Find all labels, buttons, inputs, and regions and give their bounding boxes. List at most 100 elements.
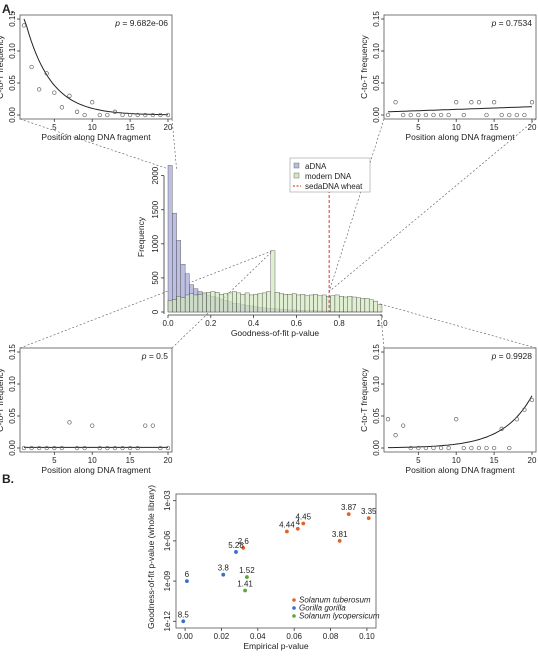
histogram-bar <box>180 297 186 313</box>
x-tick-label: 0.10 <box>359 632 375 641</box>
plot-frame <box>383 14 537 120</box>
data-point <box>29 64 34 70</box>
x-tick-label: 15 <box>490 456 499 465</box>
legend-entry: aDNA <box>305 162 327 171</box>
data-point <box>52 445 57 451</box>
connector-line <box>328 118 385 292</box>
zoom-connectors <box>19 118 537 349</box>
data-label: 8.5 <box>178 610 190 619</box>
data-point <box>385 417 391 422</box>
data-point <box>67 93 72 98</box>
histogram-bar <box>172 299 177 313</box>
data-point <box>446 445 451 451</box>
data-label: 2.6 <box>238 537 250 546</box>
p-value-annotation: p = 0.9928 <box>491 351 533 361</box>
x-tick-label: 20 <box>528 123 537 132</box>
data-label: 4.45 <box>295 512 311 521</box>
y-tick-label: 0.10 <box>372 43 381 59</box>
data-point <box>67 420 72 425</box>
p-value-annotation: p = 0.5 <box>141 351 169 361</box>
data-point <box>243 588 247 593</box>
data-point <box>401 112 406 118</box>
histogram-bar <box>223 293 229 313</box>
legend-swatch <box>293 172 300 179</box>
y-axis-label: C-to-T frequency <box>359 34 369 98</box>
histogram-bar <box>291 293 297 313</box>
histogram-bar <box>274 292 280 313</box>
histogram-bar <box>368 299 374 313</box>
y-axis-label: Frequency <box>136 216 146 257</box>
panel-label-b: B. <box>2 472 14 486</box>
p-value-annotation: p = 9.682e-06 <box>114 18 168 28</box>
data-point <box>97 112 102 118</box>
histogram-bar <box>283 294 289 313</box>
histogram-bar <box>317 295 323 313</box>
histogram-bar <box>364 298 370 313</box>
histogram-bar <box>240 294 246 313</box>
data-point <box>431 445 436 451</box>
y-tick-label: 0.05 <box>8 75 17 91</box>
fit-curve <box>23 18 169 116</box>
data-point <box>491 445 497 451</box>
y-tick-label: 1e-06 <box>163 530 172 551</box>
x-tick-label: 1.0 <box>376 319 388 328</box>
histogram-bar <box>266 291 271 313</box>
y-tick-label: 0.15 <box>8 344 17 360</box>
histogram-bar <box>330 295 336 313</box>
data-point <box>135 445 140 451</box>
data-label: 3.35 <box>361 507 377 516</box>
data-point <box>337 539 342 543</box>
x-axis-label: Position along DNA fragment <box>41 132 151 142</box>
x-tick-label: 5 <box>416 456 421 465</box>
data-point <box>37 87 42 92</box>
histogram-bar <box>309 294 314 313</box>
histogram-panel: 0 500 1000 1500 2000 0.0 0.2 0.4 0.6 0.8 1.0 Goodne… <box>136 157 388 338</box>
x-tick-label: 0.0 <box>162 319 174 328</box>
connector-line <box>171 250 274 349</box>
data-point <box>484 112 489 118</box>
histogram-bar <box>210 291 216 313</box>
x-tick-label: 0.6 <box>291 319 303 328</box>
data-point <box>21 23 27 28</box>
y-tick-label: 0 <box>151 309 160 314</box>
histogram-bar <box>373 300 378 313</box>
fit-curve <box>387 106 533 113</box>
data-point <box>366 516 371 521</box>
histogram-bar <box>351 296 357 313</box>
x-axis-label: Position along DNA fragment <box>405 465 515 475</box>
histogram-bar <box>287 294 293 313</box>
y-tick-label: 1e-03 <box>163 490 172 511</box>
data-point <box>461 112 466 118</box>
connector-line <box>328 118 537 292</box>
data-point <box>105 112 110 118</box>
legend-entry: sedaDNA wheat <box>305 182 363 191</box>
data-point <box>454 417 459 422</box>
data-point <box>97 445 102 451</box>
x-tick-label: 0.06 <box>286 632 302 641</box>
x-tick-label: 10 <box>452 123 461 132</box>
legend-entry: Solanum lycopersicum <box>299 612 380 621</box>
data-point <box>112 109 118 114</box>
y-tick-label: 0.00 <box>372 440 381 456</box>
histogram-bar <box>377 304 383 313</box>
data-point <box>385 112 391 118</box>
data-label: 4 <box>296 518 301 527</box>
x-tick-label: 0.4 <box>248 319 260 328</box>
data-point <box>438 445 444 451</box>
data-point <box>469 100 474 105</box>
data-point <box>393 100 398 105</box>
data-point <box>295 526 300 531</box>
inset-bottom-right: 5 10 15 20 0.00 0.05 0.10 0.15 Position along DN… <box>359 344 537 475</box>
data-point <box>37 445 42 451</box>
y-tick-label: 0.00 <box>372 107 381 123</box>
x-axis-label: Goodness-of-fit p-value <box>231 328 320 338</box>
data-point <box>401 423 406 428</box>
inset-bottom-left: 5 10 15 20 0.00 0.05 0.10 0.15 Position along DN… <box>0 344 173 475</box>
y-tick-label: 0.00 <box>8 440 17 456</box>
data-label: 1.41 <box>237 579 253 588</box>
histogram-bar <box>279 293 284 313</box>
y-axis-label: Goodness-of-fit p-value (whole library) <box>146 485 156 629</box>
data-point <box>143 423 148 428</box>
